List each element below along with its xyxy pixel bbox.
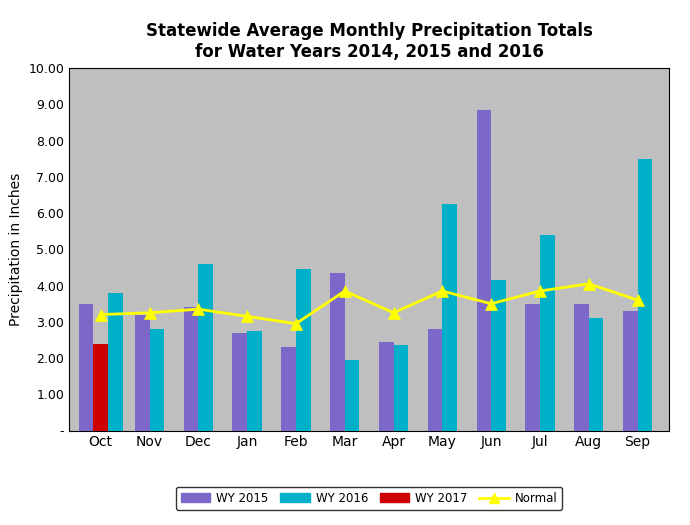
Bar [345, 360, 359, 430]
Bar [574, 303, 589, 430]
Bar [108, 293, 123, 430]
Bar [428, 329, 442, 430]
Bar [282, 347, 296, 430]
Bar [540, 235, 555, 430]
Bar [247, 331, 262, 430]
Bar [330, 273, 345, 430]
Legend: WY 2015, WY 2016, WY 2017, Normal: WY 2015, WY 2016, WY 2017, Normal [176, 487, 562, 510]
Bar [184, 307, 198, 430]
Bar [525, 303, 540, 430]
Y-axis label: Precipitation in Inches: Precipitation in Inches [9, 173, 23, 326]
Bar [296, 269, 310, 430]
Bar [393, 345, 408, 430]
Bar [442, 204, 457, 430]
Bar [150, 329, 164, 430]
Bar [623, 311, 638, 430]
Bar [198, 264, 213, 430]
Bar [379, 342, 393, 430]
Title: Statewide Average Monthly Precipitation Totals
for Water Years 2014, 2015 and 20: Statewide Average Monthly Precipitation … [146, 23, 593, 61]
Bar [233, 333, 247, 430]
Bar [135, 314, 150, 430]
Bar [589, 318, 604, 430]
Bar [79, 303, 93, 430]
Bar [638, 159, 652, 430]
Bar [491, 280, 506, 430]
Bar [477, 110, 491, 430]
Bar [93, 343, 108, 430]
